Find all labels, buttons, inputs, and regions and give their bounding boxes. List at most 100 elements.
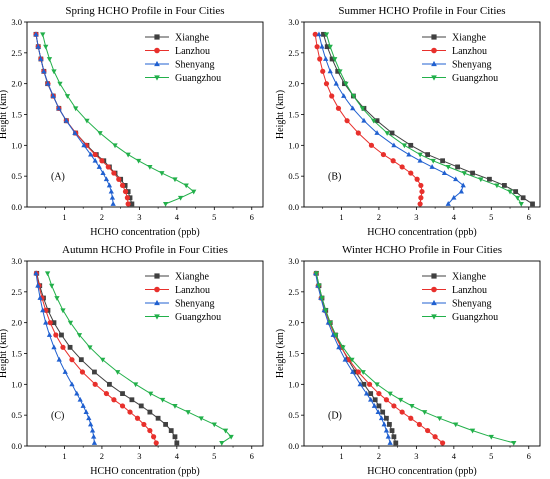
data-point xyxy=(78,357,84,363)
data-point xyxy=(384,131,390,136)
data-point xyxy=(361,381,367,387)
data-point xyxy=(46,332,53,337)
chart-panel-1: Spring HCHO Profile in Four Cities 1 2 3 4 5 6… xyxy=(0,5,264,238)
data-point xyxy=(332,57,338,62)
data-point xyxy=(103,176,110,182)
legend-marker xyxy=(431,299,437,306)
data-point xyxy=(384,415,389,421)
data-point xyxy=(129,201,135,207)
data-point xyxy=(440,158,446,164)
data-point xyxy=(69,357,75,363)
data-point xyxy=(69,381,75,387)
data-point xyxy=(327,68,333,74)
data-point xyxy=(389,428,395,433)
data-point xyxy=(56,356,62,362)
data-point xyxy=(350,105,356,111)
data-point xyxy=(366,381,373,387)
legend-label: Lanzhou xyxy=(175,46,210,57)
legend-label: Shenyang xyxy=(452,299,491,310)
y-tick-label: 1.5 xyxy=(288,110,299,120)
chart-title: Autumn HCHO Profile in Four Cities xyxy=(62,244,228,256)
y-tick-label: 2.5 xyxy=(288,287,299,297)
data-point xyxy=(530,201,535,207)
data-point xyxy=(97,131,103,136)
data-point xyxy=(344,118,350,124)
legend-marker xyxy=(431,47,437,54)
legend-label: Lanzhou xyxy=(452,46,487,57)
legend-label: Xianghe xyxy=(452,272,486,283)
data-point xyxy=(327,44,333,50)
y-tick-label: 3.0 xyxy=(288,17,299,27)
data-point xyxy=(513,189,519,194)
y-tick-label: 0.5 xyxy=(11,171,22,181)
series-shenyang xyxy=(316,31,466,206)
series-line xyxy=(326,34,522,205)
panel-label: (C) xyxy=(51,410,64,421)
y-tick-label: 1.5 xyxy=(11,349,22,359)
data-point xyxy=(111,170,117,176)
data-point xyxy=(162,201,169,207)
x-axis-label: HCHO concentration (ppb) xyxy=(367,227,476,238)
data-point xyxy=(440,440,446,446)
data-point xyxy=(436,416,443,422)
data-point xyxy=(360,370,366,375)
data-point xyxy=(478,177,484,183)
data-point xyxy=(368,396,374,402)
data-point xyxy=(185,410,191,415)
data-point xyxy=(368,391,374,396)
data-point xyxy=(125,152,131,158)
chart-panel-4: Winter HCHO Profile in Four Cities 1 2 3 4 5 6… xyxy=(275,244,541,477)
data-point xyxy=(172,177,178,183)
series-lanzhou xyxy=(312,31,425,207)
data-point xyxy=(46,57,53,62)
data-point xyxy=(387,391,393,397)
data-point xyxy=(374,382,380,388)
y-tick-label: 1.0 xyxy=(288,379,299,389)
data-point xyxy=(124,195,130,201)
data-point xyxy=(511,440,517,446)
data-point xyxy=(421,410,428,415)
legend-label: Guangzhou xyxy=(452,73,498,84)
data-point xyxy=(228,434,234,440)
y-tick-label: 2.0 xyxy=(288,79,299,89)
series-line xyxy=(323,34,533,205)
data-point xyxy=(430,158,436,164)
data-point xyxy=(91,440,98,445)
data-point xyxy=(383,397,390,403)
data-point xyxy=(337,69,343,75)
data-point xyxy=(83,409,89,415)
data-point xyxy=(333,333,339,338)
data-point xyxy=(60,344,66,350)
data-point xyxy=(374,130,380,135)
data-point xyxy=(198,416,204,422)
x-tick-label: 6 xyxy=(250,212,254,222)
data-point xyxy=(109,194,116,200)
data-point xyxy=(389,130,395,136)
data-point xyxy=(408,170,414,176)
y-tick-label: 3.0 xyxy=(11,256,22,266)
data-point xyxy=(147,409,153,415)
data-point xyxy=(89,427,96,433)
y-axis-label: Height (km) xyxy=(275,329,286,378)
x-axis-label: HCHO concentration (ppb) xyxy=(90,466,199,477)
legend-label: Guangzhou xyxy=(452,312,498,323)
data-point xyxy=(191,189,197,195)
x-axis-label: HCHO concentration (ppb) xyxy=(367,466,476,477)
series-xianghe xyxy=(321,31,535,207)
data-point xyxy=(514,195,521,201)
legend-marker xyxy=(431,273,437,279)
data-point xyxy=(376,403,382,409)
data-point xyxy=(414,176,420,182)
data-point xyxy=(312,31,318,37)
data-point xyxy=(445,201,451,206)
data-point xyxy=(418,182,424,189)
y-tick-label: 0.0 xyxy=(288,202,299,212)
legend: Xianghe Lanzhou Shenyang Guangzhou xyxy=(145,33,221,84)
y-axis-label: Height (km) xyxy=(275,90,286,139)
data-point xyxy=(147,391,154,397)
legend-label: Shenyang xyxy=(175,60,214,71)
data-point xyxy=(35,282,41,288)
legend-label: Xianghe xyxy=(175,33,209,44)
data-point xyxy=(40,32,46,38)
data-point xyxy=(458,188,464,194)
